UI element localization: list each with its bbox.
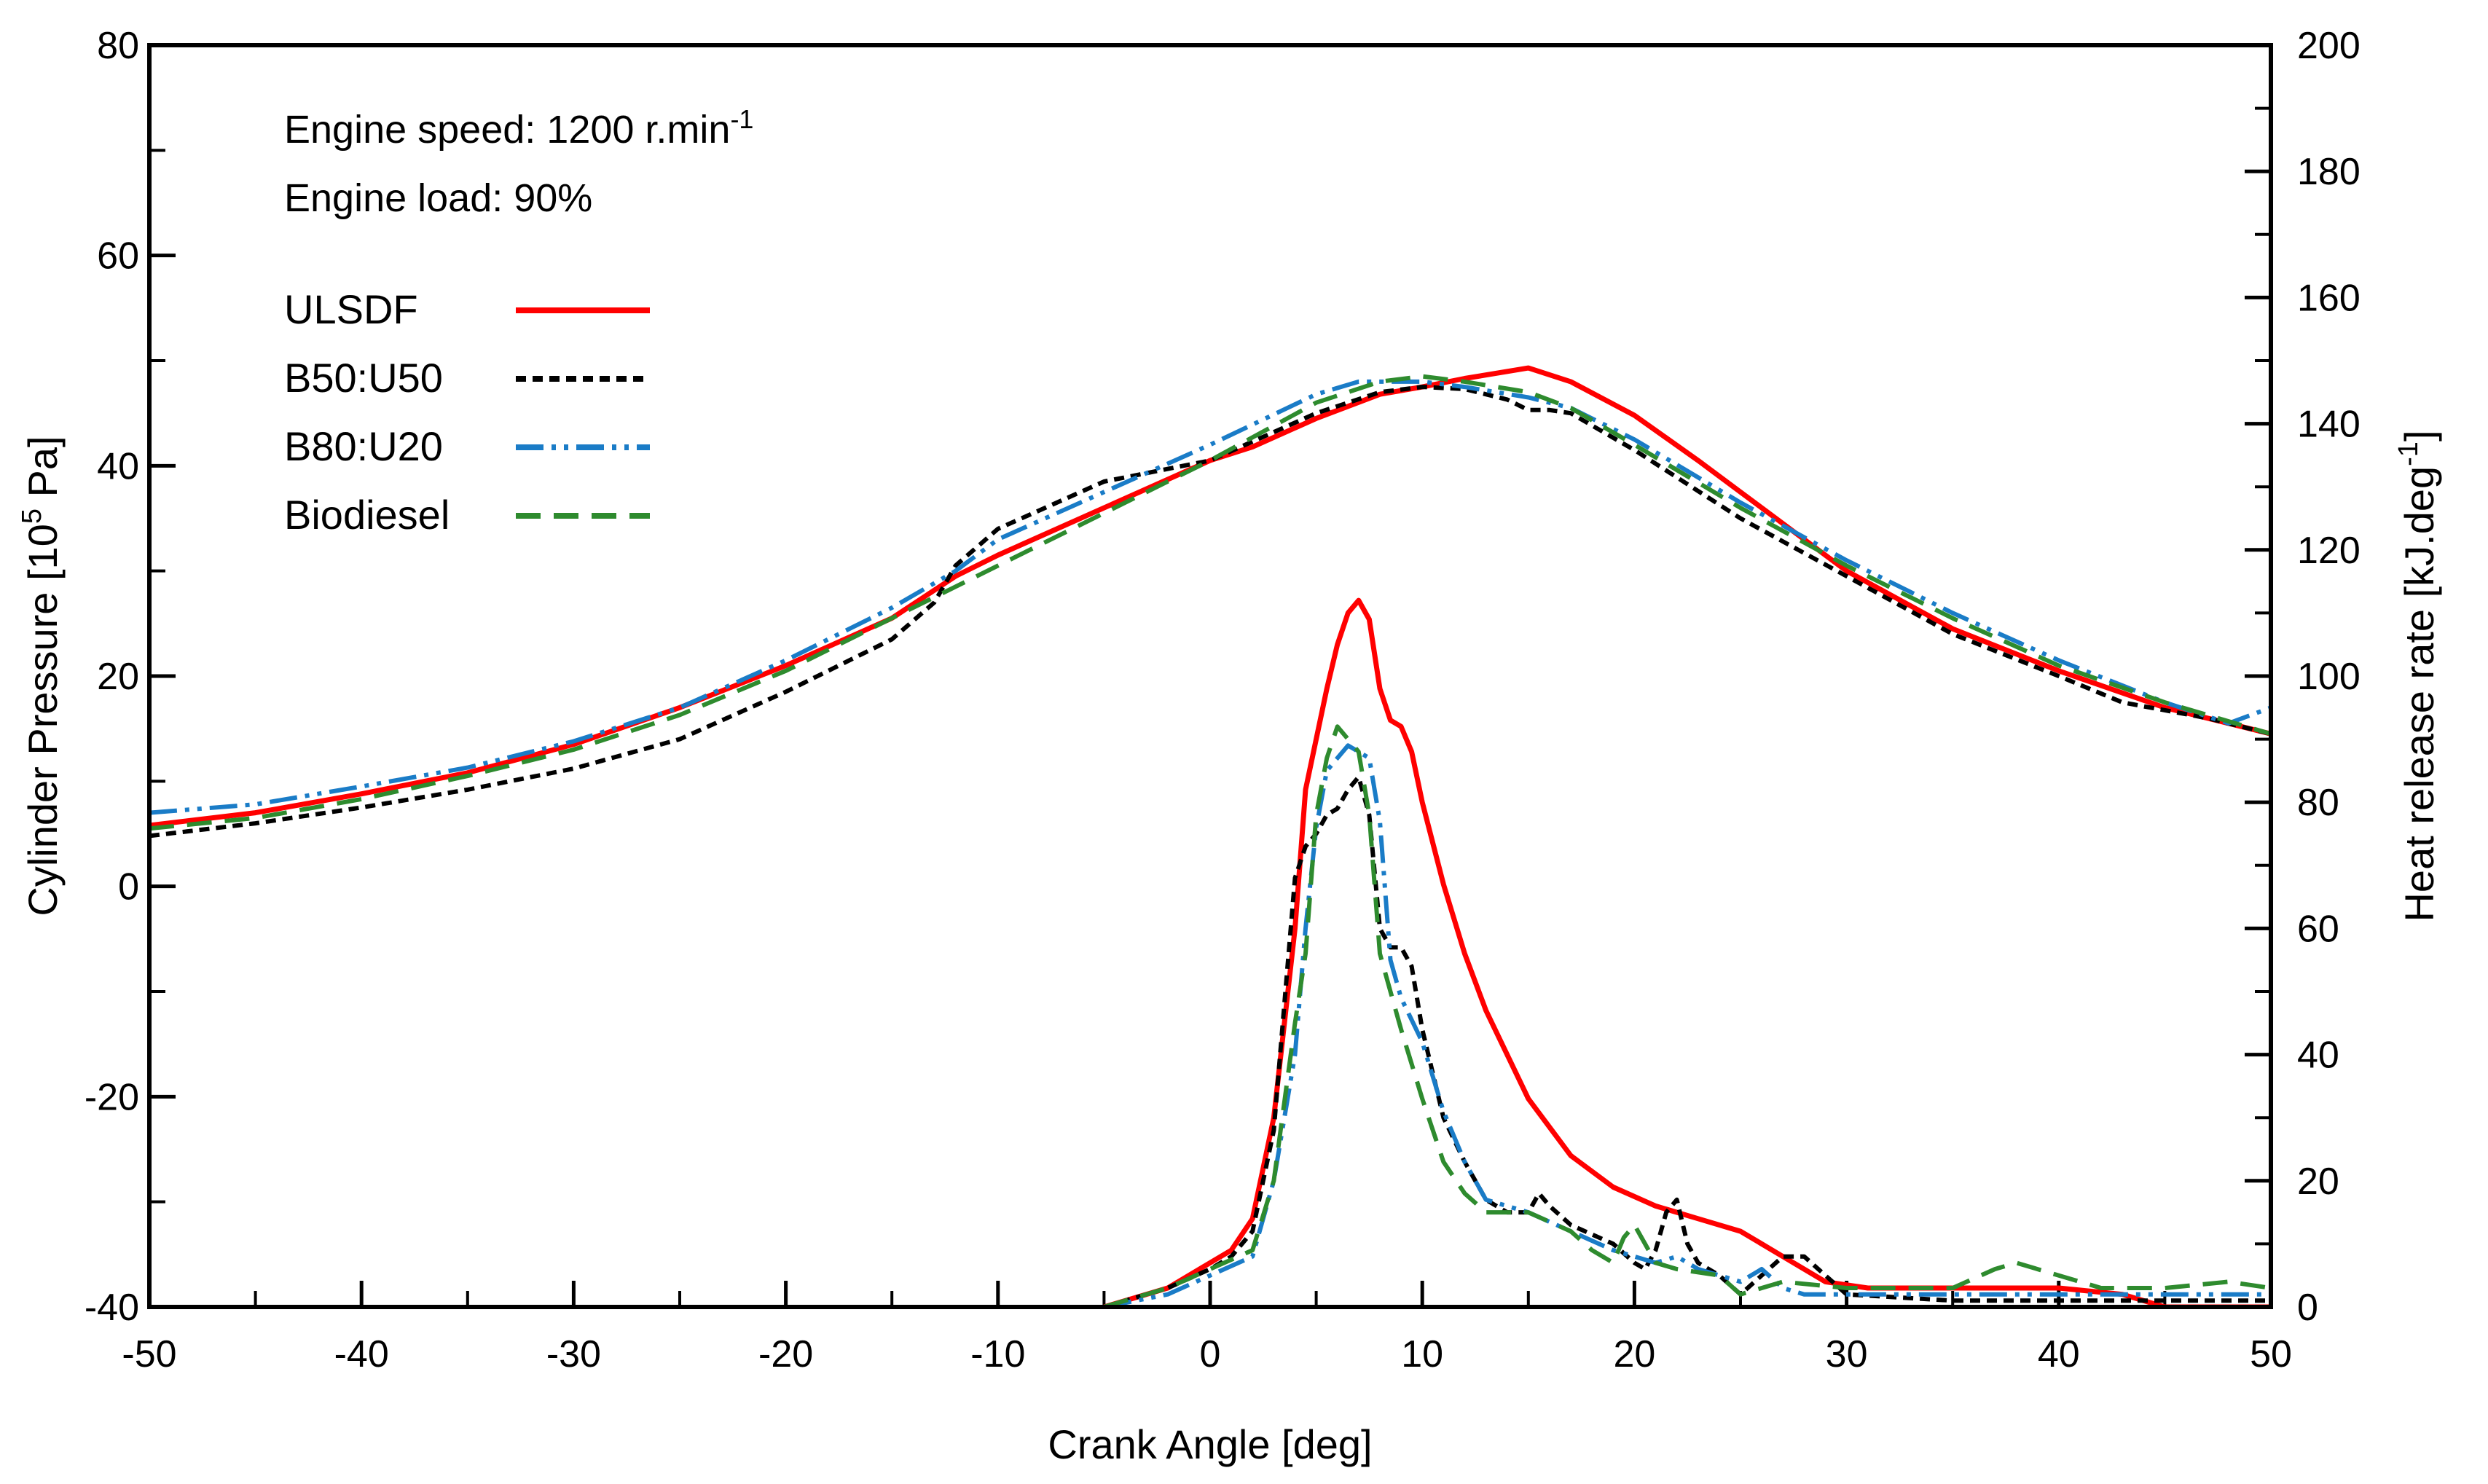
y-right-tick-label: 0 bbox=[2297, 1287, 2318, 1329]
y-axis-left-title: Cylinder Pressure [105 Pa] bbox=[17, 436, 66, 916]
biodiesel-heat-release-line bbox=[1103, 724, 2271, 1307]
y-left-tick-label: -40 bbox=[85, 1287, 139, 1329]
axis-ticks bbox=[147, 43, 2273, 1309]
x-tick-label: 10 bbox=[1401, 1333, 1443, 1375]
biodiesel-pressure-line bbox=[149, 374, 2271, 831]
engine-load-annotation: Engine load: 90% bbox=[284, 176, 592, 220]
y-right-tick-label: 80 bbox=[2297, 782, 2339, 824]
y-left-tick-label: 40 bbox=[97, 445, 139, 487]
b80-u20-heat-release-line bbox=[1103, 743, 2271, 1307]
b50-u50-heat-release-line bbox=[1103, 774, 2271, 1307]
y-right-tick-label: 60 bbox=[2297, 908, 2339, 950]
engine-speed-annotation: Engine speed: 1200 r.min-1 bbox=[284, 104, 753, 152]
series-lines bbox=[149, 365, 2271, 1307]
ulsdf-heat-release-line bbox=[1103, 597, 2271, 1307]
y-right-tick-label: 140 bbox=[2297, 404, 2361, 446]
y-right-tick-label: 20 bbox=[2297, 1161, 2339, 1203]
y-left-tick-label: -20 bbox=[85, 1076, 139, 1118]
legend: ULSDF B50:U50 B80:U20 Biodiesel bbox=[284, 286, 650, 538]
y-left-tick-label: 80 bbox=[97, 25, 139, 67]
x-tick-label: 30 bbox=[1826, 1333, 1868, 1375]
x-tick-label: 20 bbox=[1613, 1333, 1655, 1375]
y-right-tick-label: 120 bbox=[2297, 530, 2361, 572]
legend-label-ulsdf: ULSDF bbox=[284, 286, 418, 332]
y-right-tick-label: 100 bbox=[2297, 656, 2361, 698]
b50-u50-pressure-line bbox=[149, 385, 2271, 839]
legend-label-b50-u50: B50:U50 bbox=[284, 355, 443, 401]
y-axis-right-title: Heat release rate [kJ.deg-1] bbox=[2393, 430, 2442, 922]
legend-label-biodiesel: Biodiesel bbox=[284, 492, 450, 538]
x-tick-label: 40 bbox=[2038, 1333, 2080, 1375]
x-tick-label: -20 bbox=[758, 1333, 813, 1375]
legend-label-b80-u20: B80:U20 bbox=[284, 423, 443, 469]
ulsdf-pressure-line bbox=[149, 365, 2271, 828]
x-axis-title: Crank Angle [deg] bbox=[1048, 1421, 1372, 1467]
tick-labels: -50 -40 -30 -20 -10 0 10 20 30 40 50-40-2002040608… bbox=[85, 25, 2361, 1375]
y-right-tick-label: 160 bbox=[2297, 277, 2361, 319]
y-left-tick-label: 20 bbox=[97, 656, 139, 698]
plot-frame bbox=[147, 43, 2273, 1309]
x-tick-label: -10 bbox=[970, 1333, 1025, 1375]
y-left-tick-label: 60 bbox=[97, 235, 139, 278]
y-right-tick-label: 200 bbox=[2297, 25, 2361, 67]
x-tick-label: 50 bbox=[2250, 1333, 2292, 1375]
y-right-tick-label: 180 bbox=[2297, 151, 2361, 193]
y-right-tick-label: 40 bbox=[2297, 1035, 2339, 1077]
x-tick-label: -40 bbox=[334, 1333, 389, 1375]
y-left-tick-label: 0 bbox=[118, 866, 139, 908]
x-tick-label: -50 bbox=[122, 1333, 176, 1375]
b80-u20-pressure-line bbox=[149, 379, 2271, 815]
x-tick-label: -30 bbox=[546, 1333, 601, 1375]
x-tick-label: 0 bbox=[1200, 1333, 1221, 1375]
